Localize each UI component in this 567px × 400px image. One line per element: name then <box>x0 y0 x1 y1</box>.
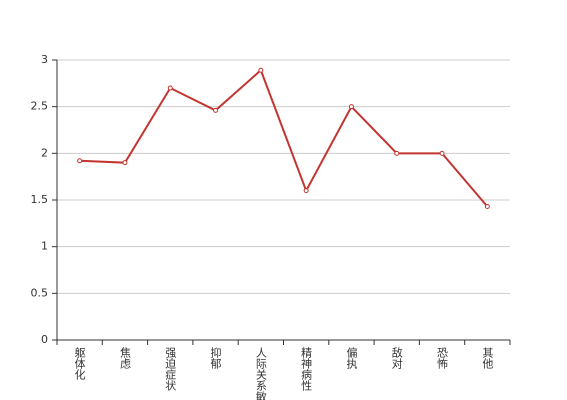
y-tick-label: 1 <box>41 240 48 253</box>
x-tick-label: 人际关系敏感 <box>254 347 267 400</box>
point <box>348 104 354 110</box>
point <box>258 67 264 73</box>
point <box>439 150 445 156</box>
y-tick-label: 0 <box>41 333 48 346</box>
point <box>213 107 219 113</box>
point <box>394 150 400 156</box>
x-tick-label: 敌对 <box>390 346 403 369</box>
y-tick-label: 0.5 <box>31 286 49 299</box>
point <box>167 85 173 91</box>
y-tick-label: 2.5 <box>31 100 49 113</box>
y-tick-label: 2 <box>41 146 48 159</box>
x-tick-label: 恐怖 <box>436 347 449 369</box>
point <box>303 188 309 194</box>
x-tick-label: 精神病性 <box>300 347 313 392</box>
x-tick-label: 其他 <box>481 347 494 369</box>
y-tick-label: 3 <box>41 53 48 66</box>
point <box>484 204 490 210</box>
x-tick-label: 焦虑 <box>118 347 131 369</box>
x-tick-label: 偏执 <box>345 346 358 370</box>
y-tick-label: 1.5 <box>31 193 49 206</box>
x-tick-label: 抑郁 <box>209 346 222 369</box>
x-tick-label: 躯体化 <box>73 347 86 381</box>
point <box>77 158 83 164</box>
point <box>122 160 128 166</box>
line <box>79 68 489 208</box>
x-tick-label: 强迫症状 <box>164 347 177 391</box>
